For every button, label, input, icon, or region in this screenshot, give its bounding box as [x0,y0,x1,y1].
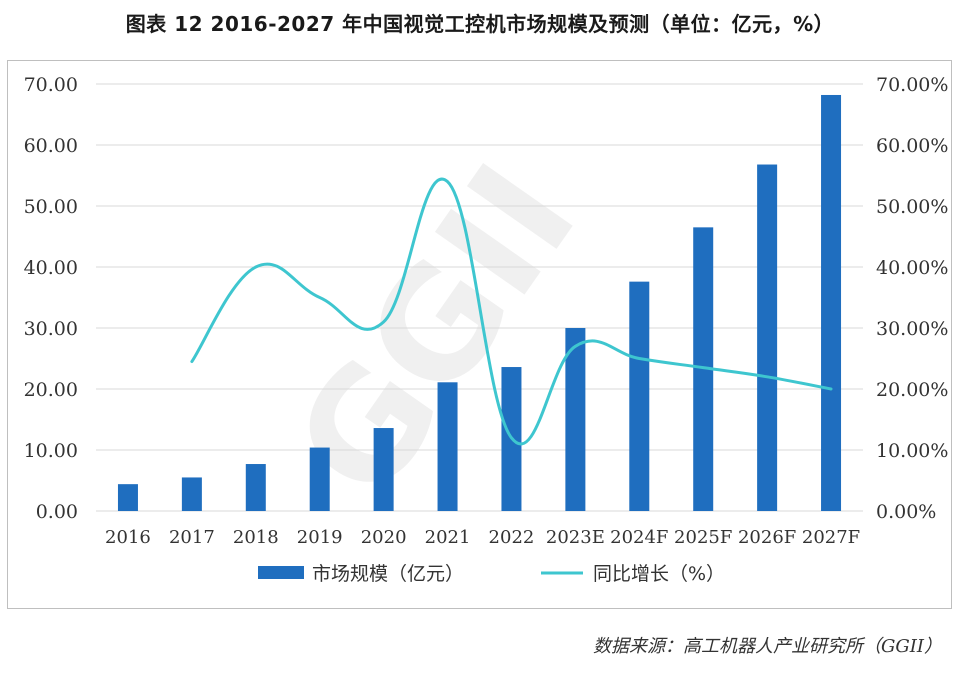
bar-2017 [181,477,202,511]
bar-2024F [629,281,650,511]
y-left-tick-label: 0.00 [36,501,78,523]
chart-frame: GGII 0.00 0.00% 10.00 10.00% 20.00 20.00% 30.00… [7,60,952,609]
x-tick-label: 2019 [297,527,343,548]
bar-2023E [565,328,586,511]
bar-2016 [117,484,138,511]
y-right-tick-label: 40.00% [876,257,948,279]
x-tick-label: 2020 [361,527,407,548]
y-left-tick-label: 30.00 [24,318,78,340]
y-right-tick-label: 0.00% [876,501,936,523]
y-left-tick-label: 10.00 [24,440,78,462]
y-right-tick-label: 70.00% [876,74,948,96]
y-right-tick-label: 20.00% [876,379,948,401]
data-source: 数据来源：高工机器人产业研究所（GGII） [593,636,942,657]
y-left-tick-label: 70.00 [24,74,78,96]
x-tick-label: 2017 [169,527,215,548]
y-right-tick-label: 30.00% [876,318,948,340]
bar-2020 [373,428,394,511]
y-left-tick-label: 40.00 [24,257,78,279]
bar-2025F [693,227,714,511]
bar-2021 [437,382,458,511]
legend-bar-swatch [258,566,304,579]
bar-2027F [821,94,842,512]
x-tick-label: 2022 [489,527,535,548]
bar-2026F [757,164,778,511]
x-tick-label: 2026F [738,527,796,548]
x-tick-label: 2027F [802,527,860,548]
legend-line-label: 同比增长（%） [593,563,725,585]
bar-2019 [309,447,330,511]
x-tick-label: 2021 [425,527,471,548]
x-tick-label: 2024F [610,527,668,548]
y-left-tick-label: 20.00 [24,379,78,401]
x-tick-label: 2016 [105,527,151,548]
x-tick-label: 2025F [674,527,732,548]
y-right-tick-label: 60.00% [876,135,948,157]
y-right-tick-label: 50.00% [876,196,948,218]
x-tick-label: 2018 [233,527,279,548]
legend-bar-label: 市场规模（亿元） [312,563,464,585]
bar-2018 [245,464,266,511]
x-tick-label: 2023E [546,527,605,548]
y-left-tick-label: 60.00 [24,135,78,157]
y-left-tick-label: 50.00 [24,196,78,218]
y-right-tick-label: 10.00% [876,440,948,462]
growth-line [190,177,833,446]
figure-title: 图表 12 2016-2027 年中国视觉工控机市场规模及预测（单位：亿元，%） [125,12,835,36]
